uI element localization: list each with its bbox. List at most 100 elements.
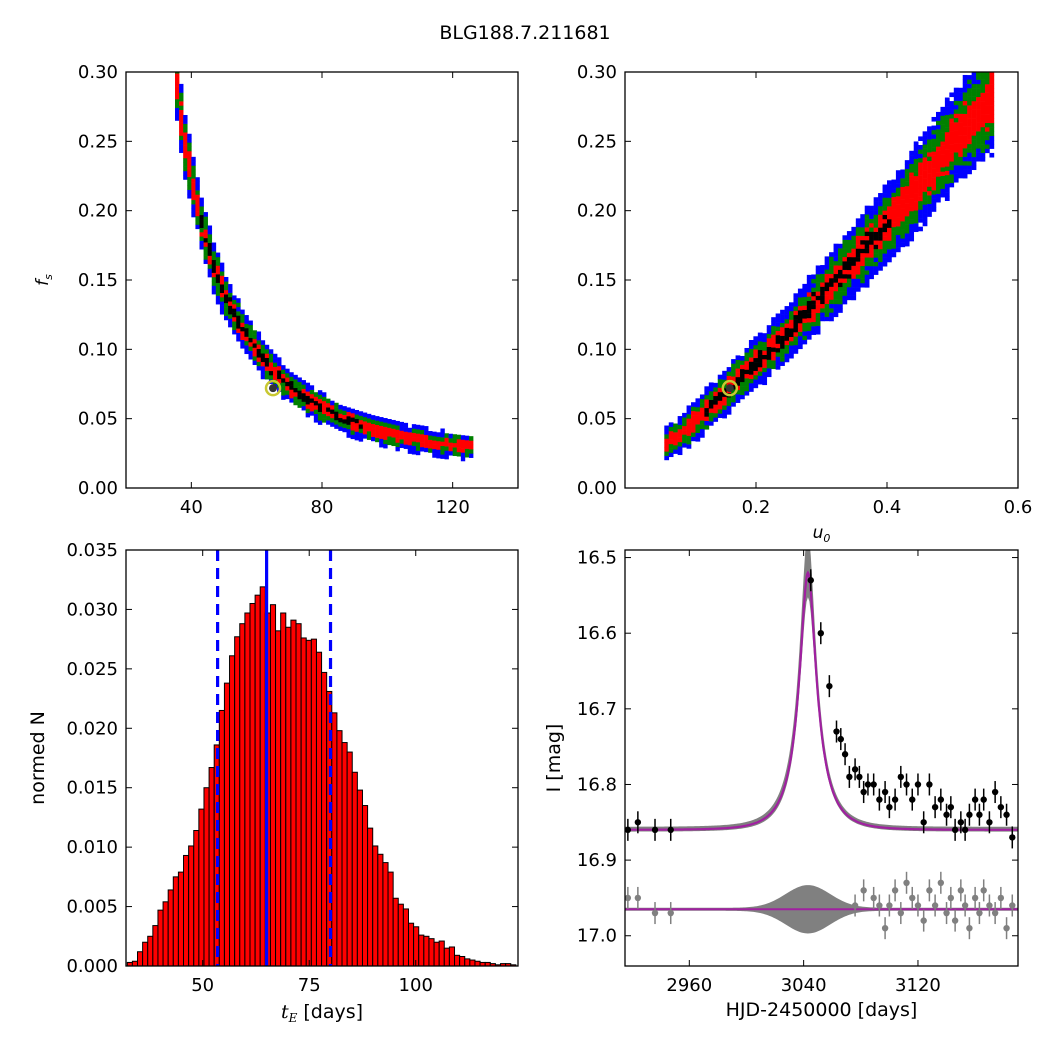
density-cell <box>232 329 237 335</box>
density-cell <box>317 415 323 421</box>
density-cell <box>722 388 727 393</box>
density-cell <box>887 188 892 194</box>
density-cell <box>460 439 466 445</box>
density-cell <box>704 407 710 413</box>
density-cell <box>691 432 696 437</box>
density-cell <box>452 451 458 457</box>
density-cell <box>387 436 392 441</box>
density-cell <box>293 392 298 397</box>
density-cell <box>802 339 808 345</box>
density-cell <box>268 366 274 372</box>
density-cell <box>358 432 364 438</box>
density-cell <box>240 322 245 328</box>
density-cell <box>215 256 221 262</box>
density-cell <box>958 156 964 162</box>
density-cell <box>838 256 843 262</box>
density-cell <box>673 423 678 429</box>
density-cell <box>860 257 866 262</box>
density-cell <box>833 290 839 296</box>
density-cell <box>971 152 977 158</box>
density-cell <box>403 431 409 437</box>
density-cell <box>851 265 857 271</box>
density-cell <box>717 378 723 384</box>
density-cell <box>953 165 959 170</box>
density-cell <box>215 291 221 296</box>
density-cell <box>187 176 192 182</box>
x-tick-label: 50 <box>191 975 214 996</box>
density-cell <box>713 417 719 422</box>
density-cell <box>289 393 294 399</box>
density-cell <box>931 172 937 178</box>
data-point <box>937 796 945 803</box>
density-cell <box>806 317 812 323</box>
density-cell <box>309 398 315 403</box>
density-cell <box>829 316 834 322</box>
residual-point <box>860 887 867 894</box>
density-cell <box>436 453 441 459</box>
density-cell <box>293 400 298 406</box>
density-cell <box>686 435 692 441</box>
density-cell <box>175 77 180 83</box>
density-cell <box>664 442 670 448</box>
density-cell <box>927 130 932 136</box>
density-cell <box>976 131 981 136</box>
density-cell <box>851 252 857 258</box>
density-cell <box>793 297 799 303</box>
hist-bar <box>188 845 195 966</box>
density-cell <box>882 227 888 233</box>
density-cell <box>846 248 852 253</box>
density-cell <box>931 207 937 212</box>
data-point <box>909 796 916 803</box>
density-cell <box>878 197 883 202</box>
residual-point <box>931 902 939 909</box>
density-cell <box>887 223 892 228</box>
density-cell <box>183 123 188 129</box>
density-cell <box>864 222 870 228</box>
density-cell <box>806 304 812 310</box>
density-cell <box>224 281 229 286</box>
density-cell <box>713 404 719 409</box>
density-cell <box>833 260 839 266</box>
density-cell <box>824 312 830 317</box>
density-cell <box>958 104 964 110</box>
density-cell <box>922 161 928 167</box>
density-cell <box>757 336 763 342</box>
density-cell <box>851 248 857 253</box>
density-cell <box>366 422 372 428</box>
density-cell <box>301 384 306 389</box>
density-cell <box>918 218 923 223</box>
density-cell <box>913 184 919 190</box>
density-cell <box>731 359 736 364</box>
hist-bar <box>336 730 343 966</box>
density-cell <box>869 235 874 241</box>
density-cell <box>766 342 772 347</box>
density-cell <box>793 323 799 329</box>
density-cell <box>682 434 687 439</box>
density-cell <box>802 292 808 298</box>
density-cell <box>313 418 319 423</box>
density-cell <box>976 72 981 76</box>
density-cell <box>187 142 192 147</box>
density-cell <box>757 362 763 368</box>
density-cell <box>967 130 972 136</box>
density-cell <box>949 161 955 166</box>
y-tick-label: 0.020 <box>66 718 118 739</box>
data-point <box>886 803 893 811</box>
density-cell <box>882 218 888 224</box>
density-cell <box>860 218 866 224</box>
density-cell <box>878 205 883 211</box>
panel-te-histogram: 50 75 1000.0000.0050.0100.0150.0200.0250.0… <box>27 540 519 1025</box>
data-point <box>957 819 965 826</box>
density-cell <box>281 390 286 396</box>
density-cell <box>248 337 253 343</box>
data-point <box>833 728 840 735</box>
density-cell <box>228 322 233 328</box>
density-cell <box>691 419 696 425</box>
density-cell <box>766 350 772 356</box>
density-cell <box>962 117 968 123</box>
density-cell <box>971 139 977 145</box>
density-cell <box>780 357 785 362</box>
density-cell <box>873 205 879 211</box>
density-cell <box>864 227 870 232</box>
